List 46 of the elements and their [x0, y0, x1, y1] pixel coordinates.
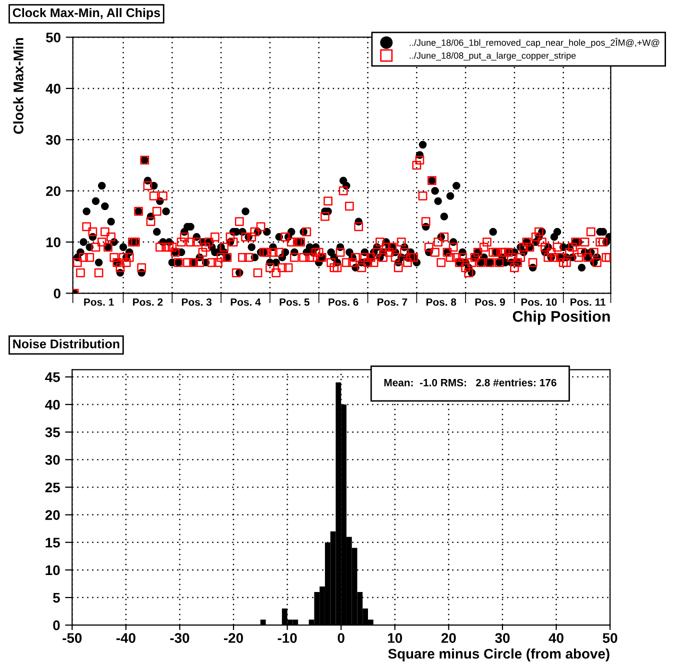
x-tick-label: Pos. 1 [84, 298, 114, 306]
x-axis-title: Chip Position [512, 310, 610, 325]
x-tick-label: Pos. 10 [521, 298, 557, 306]
y-tick-label: 40 [45, 400, 60, 410]
y-tick-label: 15 [46, 538, 60, 548]
y-tick-label: 35 [45, 427, 60, 438]
x-tick-label: 30 [495, 633, 510, 643]
x-tick-label: -20 [224, 633, 243, 643]
y-tick-label: 0 [53, 620, 60, 630]
x-axis-title: Square minus Circle (from above) [388, 648, 610, 662]
y-tick-label: 25 [45, 482, 60, 492]
y-tick-label: 30 [45, 454, 60, 465]
y-tick-label: 20 [46, 186, 60, 196]
y-tick-label: 40 [46, 84, 60, 94]
x-tick-label: Pos. 3 [182, 298, 212, 306]
y-tick-label: 45 [45, 372, 60, 382]
x-tick-label: Pos. 11 [570, 298, 606, 306]
y-tick-label: 10 [46, 237, 60, 248]
y-tick-label: 5 [53, 593, 60, 603]
x-tick-label: Pos. 4 [230, 298, 261, 306]
y-tick-label: 50 [46, 32, 60, 42]
y-tick-label: 0 [54, 288, 60, 298]
x-tick-label: Pos. 7 [378, 298, 408, 306]
x-tick-label: Pos. 2 [133, 298, 163, 306]
y-tick-label: 10 [46, 565, 60, 576]
chart-title: Noise Distribution [13, 339, 120, 348]
y-tick-label: 20 [45, 510, 60, 520]
annotation: Mean: -1.0 RMS: 2.8 #entries: 176 [384, 378, 556, 386]
x-tick-label: 40 [548, 633, 564, 643]
x-tick-label: -30 [170, 633, 190, 643]
chart-title: Clock Max-Min, All Chips [12, 8, 160, 20]
x-tick-label: -50 [62, 633, 82, 643]
x-tick-label: -10 [278, 633, 297, 643]
x-tick-label: Pos. 5 [280, 298, 310, 306]
x-tick-label: 50 [602, 633, 618, 643]
y-tick-label: 30 [46, 134, 60, 145]
y-axis-title: Clock Max-Min [13, 38, 24, 134]
x-tick-label: Pos. 8 [426, 298, 456, 306]
legend-label: ../June_18/08_put_a_large_copper_stripe [410, 52, 576, 61]
x-tick-label: Pos. 6 [328, 298, 358, 306]
x-tick-label: 20 [441, 633, 456, 643]
x-tick-label: 10 [388, 633, 402, 643]
x-tick-label: -40 [116, 633, 136, 643]
x-tick-label: Pos. 9 [475, 298, 505, 306]
x-tick-label: 0 [338, 633, 344, 643]
legend-label: ../June_18/06_1bl_removed_cap_near_hole_pos_2ÎM@,+W@ [410, 38, 660, 48]
